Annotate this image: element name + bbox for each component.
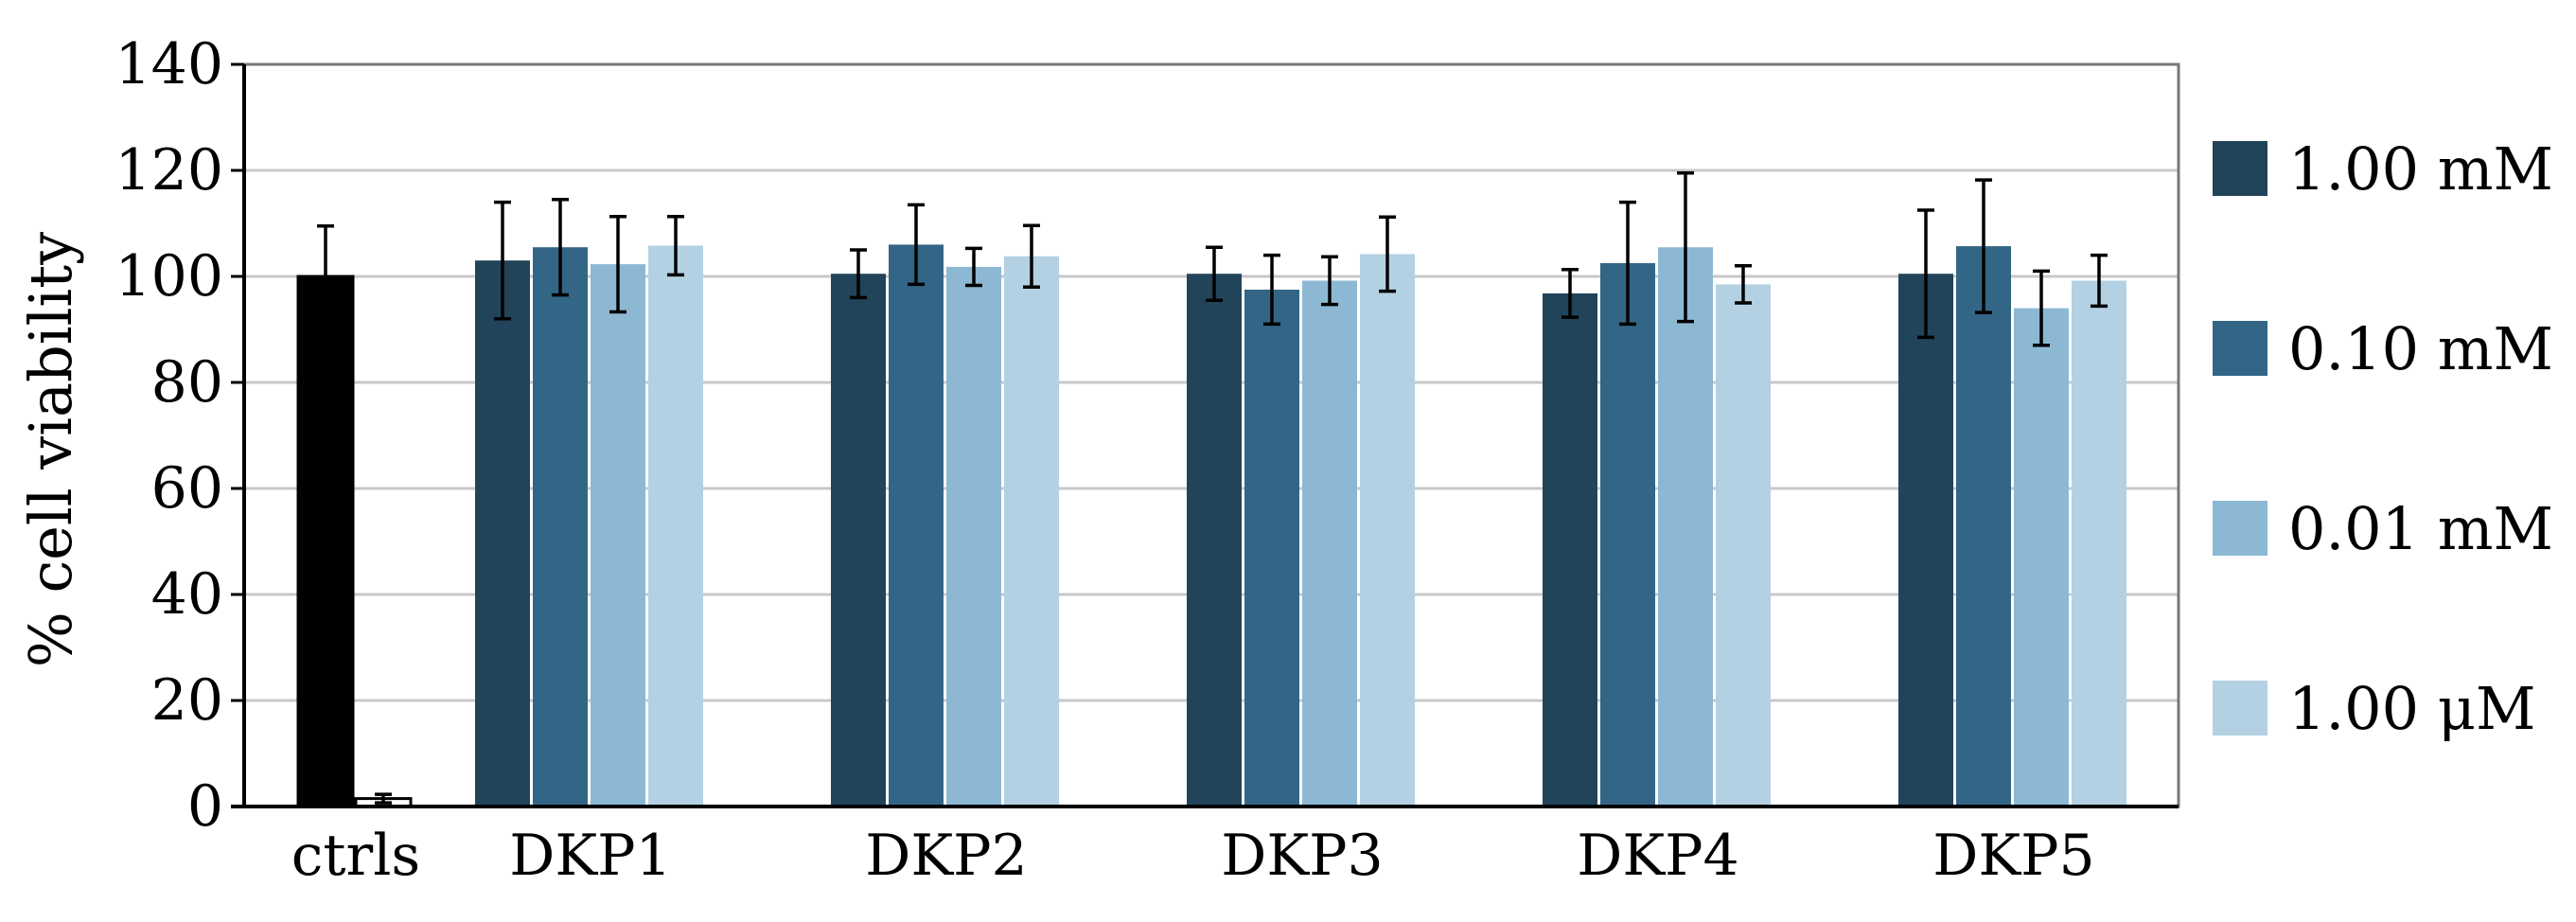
- bar: [648, 245, 703, 807]
- y-tick-label: 60: [151, 455, 223, 522]
- bar: [1716, 284, 1771, 807]
- y-axis-title: % cell viability: [16, 232, 85, 667]
- bar: [1658, 247, 1713, 807]
- bar: [1543, 293, 1597, 807]
- y-tick-label: 20: [151, 667, 223, 734]
- legend-label: 0.10 mM: [2288, 314, 2553, 383]
- bar: [1302, 280, 1357, 807]
- x-category-label: DKP2: [865, 823, 1027, 889]
- y-tick-label: 80: [151, 349, 223, 416]
- bar: [1898, 274, 1953, 807]
- x-axis-labels: ctrls DKP1 DKP2 DKP3 DKP4 DKP5: [291, 823, 2095, 889]
- x-category-label: DKP1: [509, 823, 671, 889]
- bar: [889, 244, 944, 807]
- legend-swatch: [2213, 681, 2267, 736]
- bar: [2072, 280, 2126, 807]
- bar: [946, 266, 1001, 807]
- bar: [1187, 274, 1242, 807]
- bar: [1956, 246, 2011, 807]
- legend-label: 1.00 mM: [2288, 134, 2553, 204]
- y-tick-label: 100: [115, 243, 223, 310]
- legend-swatch: [2213, 501, 2267, 556]
- bar: [1600, 263, 1655, 807]
- x-category-label: ctrls: [291, 823, 420, 889]
- bar-control: [296, 275, 355, 808]
- y-tick-label: 120: [115, 137, 223, 204]
- plot-frame: [231, 62, 2180, 808]
- x-category-label: DKP4: [1577, 823, 1738, 889]
- legend-swatch: [2213, 321, 2267, 376]
- x-category-label: DKP3: [1221, 823, 1383, 889]
- x-category-label: DKP5: [1932, 823, 2094, 889]
- error-bars: [317, 171, 2108, 805]
- bar: [533, 247, 588, 807]
- legend: 1.00 mM 0.10 mM 0.01 mM 1.00 μM: [2213, 134, 2553, 743]
- bar: [831, 274, 886, 807]
- legend-label: 1.00 μM: [2288, 674, 2536, 743]
- y-tick-label: 140: [115, 31, 223, 98]
- legend-label: 0.01 mM: [2288, 494, 2553, 563]
- bar: [1244, 290, 1299, 807]
- y-tick-label: 0: [187, 773, 223, 840]
- bar: [475, 260, 530, 807]
- y-axis-ticks: 0 20 40 60 80 100 120 140: [115, 31, 244, 840]
- bar: [1360, 254, 1415, 807]
- bar: [1004, 256, 1059, 807]
- bars: [296, 244, 2126, 808]
- y-tick-label: 40: [151, 561, 223, 628]
- bar: [591, 264, 645, 807]
- bar: [2014, 308, 2069, 807]
- legend-swatch: [2213, 141, 2267, 196]
